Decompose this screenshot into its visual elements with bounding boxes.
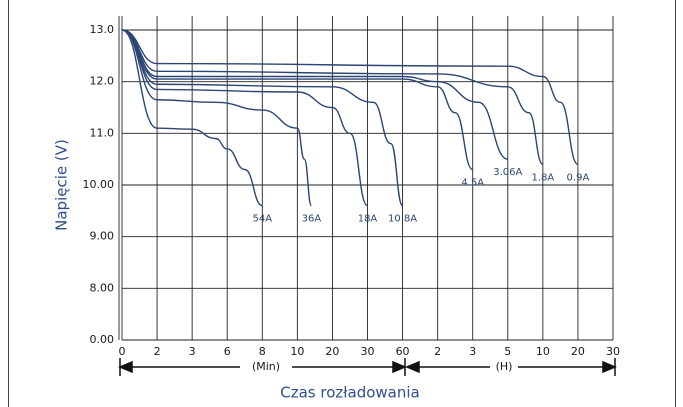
x-tick-label: 2 bbox=[154, 345, 161, 358]
x-tick-label: 8 bbox=[259, 345, 266, 358]
curve bbox=[121, 29, 404, 207]
x-tick-label: 6 bbox=[224, 345, 231, 358]
curve bbox=[121, 29, 369, 207]
curve bbox=[121, 29, 509, 160]
x-tick-label: 30 bbox=[361, 345, 375, 358]
arrows bbox=[118, 358, 617, 376]
data-label: 10.8A bbox=[388, 214, 417, 225]
x-tick-label: 3 bbox=[469, 345, 476, 358]
y-tick-label: 13.0 bbox=[90, 23, 115, 36]
y-tick-label: 12.0 bbox=[90, 75, 115, 88]
y-axis-title: Napięcie (V) bbox=[53, 139, 71, 231]
x-tick-label: 60 bbox=[396, 345, 410, 358]
y-tick-label: 10.00 bbox=[83, 178, 115, 191]
x-tick-label: 10 bbox=[290, 345, 304, 358]
data-label: 3.06A bbox=[493, 167, 522, 178]
x-tick-label: 5 bbox=[504, 345, 511, 358]
y-tick-label: 8.00 bbox=[90, 281, 115, 294]
frame bbox=[8, 0, 676, 407]
data-label: 0.9A bbox=[567, 172, 590, 183]
data-label: 18A bbox=[358, 214, 378, 225]
x-axis-title: Czas rozładowania bbox=[280, 384, 420, 402]
curve bbox=[121, 29, 474, 171]
curve bbox=[121, 29, 544, 166]
x-tick-label: 10 bbox=[536, 345, 550, 358]
curve bbox=[121, 29, 579, 166]
x-tick-label: 0 bbox=[119, 345, 126, 358]
y-tick-label: 11.0 bbox=[90, 126, 115, 139]
x-tick-label: 2 bbox=[434, 345, 441, 358]
y-tick-label: 9.00 bbox=[90, 230, 115, 243]
x-tick-label: 20 bbox=[325, 345, 339, 358]
unit-label: (H) bbox=[496, 360, 513, 373]
data-label: 36A bbox=[302, 214, 322, 225]
curve bbox=[121, 29, 313, 207]
data-label: 4.5A bbox=[461, 178, 484, 189]
unit-label: (Min) bbox=[252, 360, 280, 373]
data-label: 1.8A bbox=[531, 172, 554, 183]
y-tick-label: 0.00 bbox=[90, 333, 115, 346]
x-tick-label: 20 bbox=[571, 345, 585, 358]
x-tick-label: 30 bbox=[606, 345, 620, 358]
x-tick-label: 3 bbox=[189, 345, 196, 358]
data-label: 54A bbox=[252, 214, 272, 225]
curve bbox=[121, 29, 263, 207]
